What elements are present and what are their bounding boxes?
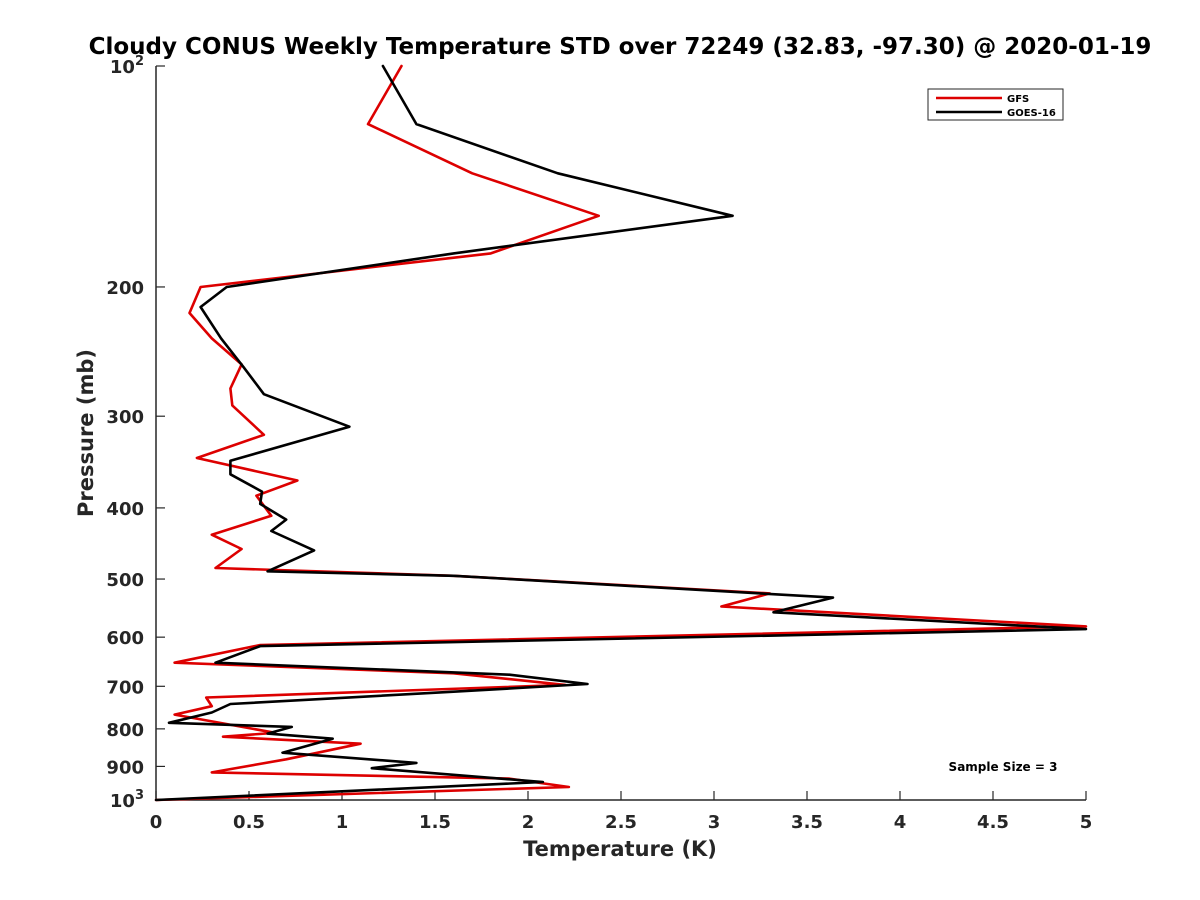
x-tick-label: 4 [894,812,907,833]
y-tick-base: 10 [110,57,135,78]
x-tick-label: 0.5 [233,812,265,833]
series-line-gfs [154,64,1088,802]
y-tick-label: 900 [106,757,144,778]
y-tick-label: 600 [106,628,144,649]
x-tick-label: 2.5 [605,812,637,833]
chart-title: Cloudy CONUS Weekly Temperature STD over… [89,34,1152,60]
y-tick-label: 500 [106,570,144,591]
plot-lines [154,64,1088,802]
legend-box [927,88,1064,121]
y-tick-exponent: 2 [135,54,144,69]
x-tick-group: 0 0.5 1 1.5 2 2.5 3 3.5 4 4.5 5 [150,791,1093,833]
y-tick-label-power: 103 [110,788,144,812]
sample-size-annotation: Sample Size = 3 [949,760,1058,774]
legend: GFS GOES-16 [927,88,1064,121]
series-line-goes-16 [154,64,1088,802]
y-tick-label: 200 [106,278,144,299]
x-tick-label: 1.5 [419,812,451,833]
legend-items: GFS GOES-16 [936,94,1056,119]
x-tick-label: 4.5 [977,812,1009,833]
x-tick-label: 3 [708,812,721,833]
legend-label: GOES-16 [1007,108,1056,119]
x-axis-label: Temperature (K) [523,837,717,861]
y-axis-label: Pressure (mb) [74,349,98,517]
x-tick-label: 1 [336,812,349,833]
y-tick-exponent: 3 [135,788,144,803]
y-tick-label-power: 102 [110,54,144,78]
x-tick-label: 2 [522,812,535,833]
y-tick-base: 10 [110,791,135,812]
x-tick-label: 0 [150,812,163,833]
x-tick-label: 5 [1080,812,1093,833]
x-tick-label: 3.5 [791,812,823,833]
y-tick-label: 700 [106,677,144,698]
legend-label: GFS [1007,94,1029,105]
y-tick-label: 800 [106,720,144,741]
y-tick-label: 400 [106,499,144,520]
y-tick-label: 300 [106,407,144,428]
